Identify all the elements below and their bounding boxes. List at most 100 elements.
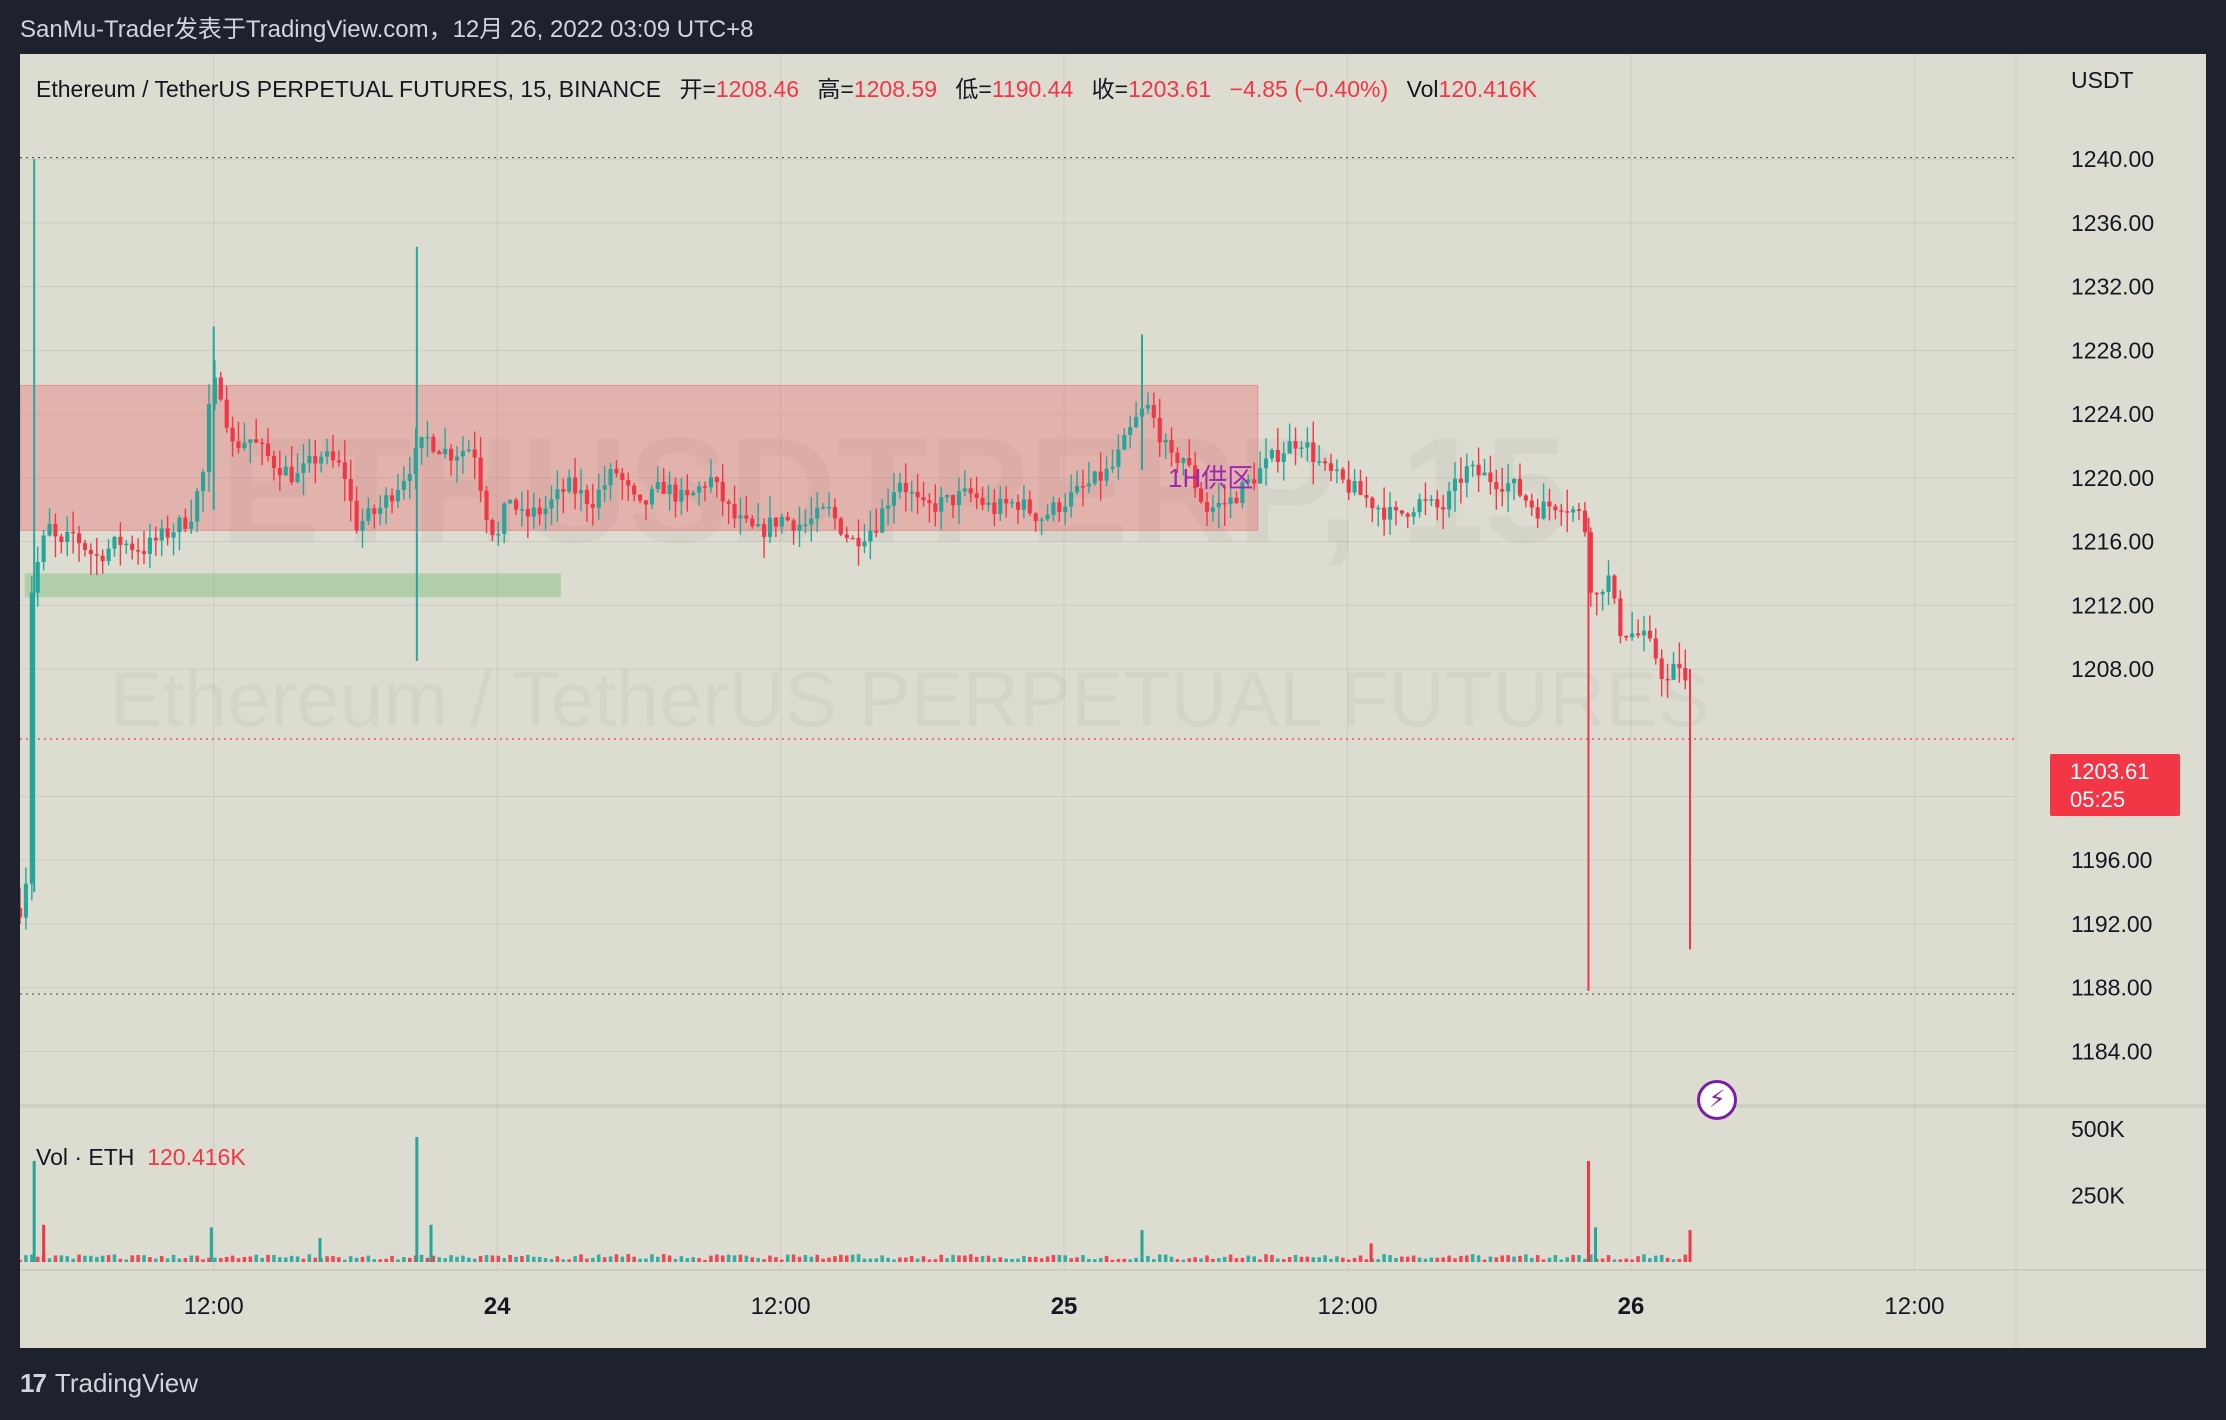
candle-body	[419, 437, 424, 448]
candle-body	[1393, 507, 1399, 511]
volume-bar	[1004, 1258, 1008, 1262]
candle-body	[330, 451, 336, 461]
candle-body	[1500, 489, 1505, 492]
candle-body	[88, 549, 93, 555]
volume-bar	[927, 1259, 932, 1262]
candle-body	[998, 498, 1003, 514]
volume-bar	[431, 1255, 436, 1262]
volume-bar	[83, 1255, 87, 1262]
volume-bar	[1565, 1257, 1569, 1262]
volume-bar	[957, 1255, 961, 1262]
volume-bar	[791, 1254, 796, 1262]
candle-body	[927, 500, 932, 504]
volume-bar	[656, 1256, 660, 1262]
candle-body	[661, 482, 666, 494]
candle-body	[1517, 479, 1523, 496]
candle-body	[1340, 469, 1345, 480]
candle-body	[1021, 499, 1026, 510]
volume-bar	[1618, 1259, 1623, 1262]
volume-bar	[20, 1259, 22, 1262]
volume-bar	[1553, 1255, 1558, 1262]
candle-body	[1364, 494, 1369, 498]
candle-body	[525, 509, 530, 517]
zones	[20, 384, 1259, 598]
volume-bar	[1098, 1258, 1103, 1262]
volume-bar	[289, 1255, 294, 1262]
candle-body	[1606, 575, 1611, 592]
price-tick-label: 1220.00	[2071, 465, 2154, 491]
candle-body	[1665, 678, 1670, 681]
candle-body	[1594, 592, 1599, 595]
volume-bar	[1246, 1255, 1251, 1262]
candle-body	[218, 377, 223, 400]
volume-bar	[1488, 1256, 1493, 1262]
volume-spike-bar	[42, 1224, 46, 1262]
volume-bar	[543, 1257, 548, 1262]
candle-body	[1198, 488, 1204, 503]
volume-bar	[886, 1257, 890, 1262]
candle-body	[242, 442, 247, 449]
volume-bar	[1683, 1254, 1688, 1262]
volume-bar	[1057, 1254, 1062, 1262]
volume-bar	[1529, 1257, 1534, 1262]
candle-body	[862, 541, 867, 547]
candle-body	[1157, 417, 1162, 443]
candle-body	[596, 489, 601, 508]
volume-bar	[1382, 1254, 1386, 1262]
volume-title[interactable]: Vol · ETH	[36, 1144, 135, 1170]
candle-body	[460, 451, 465, 457]
candle-body	[1635, 633, 1641, 636]
volume-bars	[20, 1136, 1692, 1262]
candle-body	[1269, 450, 1274, 459]
volume-bar	[874, 1258, 879, 1262]
flash-icon[interactable]: ⚡	[1697, 1080, 1737, 1120]
candle-body	[472, 449, 477, 458]
candle-body	[1116, 449, 1121, 467]
volume-bar	[939, 1254, 944, 1262]
candle-body	[980, 497, 985, 505]
volume-bar	[1453, 1258, 1457, 1262]
candle-body	[248, 439, 253, 443]
candle-body	[1630, 633, 1635, 638]
supply-zone-label[interactable]: 1H供区	[1168, 463, 1254, 493]
candle-body	[1683, 668, 1688, 681]
candle-body	[649, 488, 654, 505]
candle-body	[443, 448, 448, 455]
volume-bar	[1063, 1255, 1068, 1262]
price-levels	[20, 156, 2016, 995]
candle-body	[809, 518, 814, 525]
candle-body	[543, 508, 548, 515]
volume-bar	[136, 1255, 140, 1262]
candle-body	[106, 548, 111, 562]
price-tick-label: 1196.00	[2071, 847, 2152, 873]
volume-bar	[71, 1258, 75, 1262]
volume-bar	[1465, 1255, 1469, 1262]
candle-body	[1317, 461, 1322, 463]
volume-spike-bar	[415, 1136, 419, 1262]
candle-body	[1175, 452, 1180, 463]
price-chart[interactable]: 1240.00 1236.00 1232.00 1228.00 1224.00 1220.…	[20, 54, 2206, 1348]
volume-bar	[272, 1254, 276, 1262]
candle-body	[490, 520, 495, 536]
volume-bar	[844, 1255, 849, 1262]
time-tick-label: 26	[1618, 1293, 1645, 1320]
candle-body	[850, 537, 855, 540]
candle-body	[1476, 464, 1481, 476]
volume-bar	[219, 1257, 223, 1262]
candle-body	[773, 517, 778, 527]
candle-body	[921, 497, 926, 501]
volume-bar	[348, 1256, 353, 1262]
volume-bar	[673, 1258, 678, 1262]
candle-body	[20, 908, 23, 918]
candle-body	[803, 524, 808, 527]
volume-bar	[490, 1255, 495, 1262]
candle-body	[1565, 511, 1570, 513]
candle-body	[1293, 441, 1298, 449]
volume-bar	[278, 1257, 282, 1262]
chart-frame[interactable]: ETHUSDTPERP, 15 Ethereum / TetherUS PERP…	[20, 54, 2206, 1348]
candle-body	[1523, 495, 1528, 501]
symbol-title[interactable]: Ethereum / TetherUS PERPETUAL FUTURES, 1…	[36, 76, 662, 102]
volume-bar	[567, 1259, 571, 1262]
candle-body	[1110, 466, 1115, 469]
tradingview-brand[interactable]: 17 TradingView	[20, 1368, 198, 1399]
